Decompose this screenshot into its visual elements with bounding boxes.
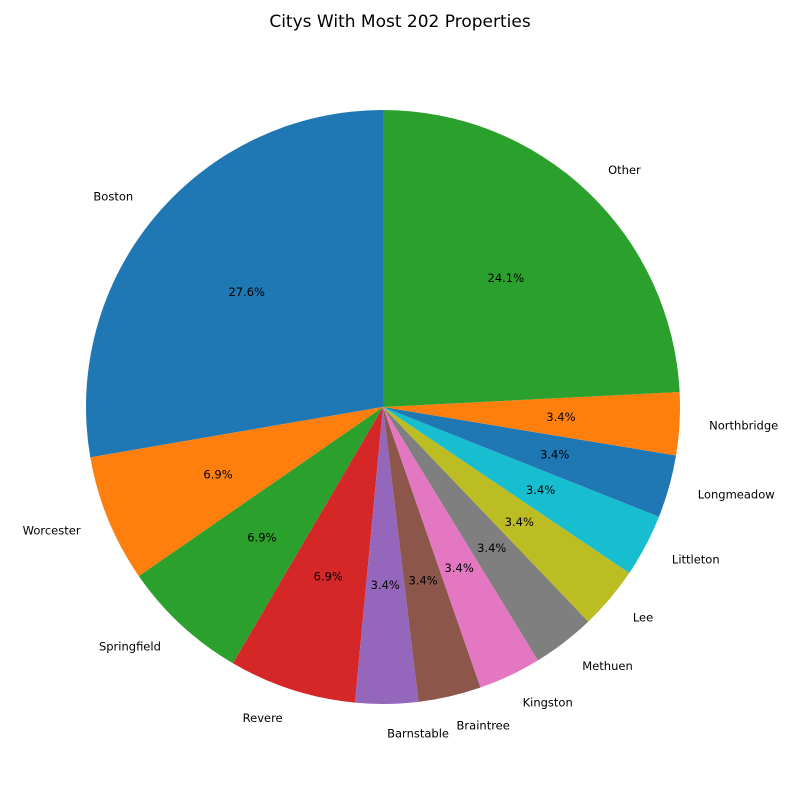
slice-label-lee: Lee: [633, 611, 653, 625]
slice-percent-lee: 3.4%: [505, 515, 534, 529]
slice-percent-braintree: 3.4%: [409, 574, 438, 588]
slice-label-worcester: Worcester: [23, 524, 81, 538]
slice-label-springfield: Springfield: [99, 640, 161, 654]
pie-slice-longmeadow: [383, 407, 677, 517]
slice-percent-longmeadow: 3.4%: [540, 448, 569, 462]
slice-percent-methuen: 3.4%: [477, 541, 506, 555]
pie-slice-kingston: [383, 407, 538, 688]
slice-label-methuen: Methuen: [582, 659, 632, 673]
slice-percent-barnstable: 3.4%: [371, 578, 400, 592]
pie-slice-braintree: [383, 407, 481, 702]
pie-labels: Boston 27.6% Worcester 6.9% Springfield 6.9% R…: [23, 163, 779, 740]
slice-label-longmeadow: Longmeadow: [698, 488, 775, 502]
slice-label-revere: Revere: [243, 711, 283, 725]
slice-percent-boston: 27.6%: [228, 285, 265, 299]
slice-label-kingston: Kingston: [523, 695, 573, 709]
pie-slice-worcester: [90, 407, 383, 577]
chart-title: Citys With Most 202 Properties: [269, 12, 531, 32]
pie-slice-boston: [85, 110, 383, 458]
slice-percent-northbridge: 3.4%: [546, 410, 575, 424]
slice-label-other: Other: [608, 163, 641, 177]
pie-slice-springfield: [138, 407, 383, 664]
slice-percent-littleton: 3.4%: [526, 483, 555, 497]
slice-label-barnstable: Barnstable: [387, 727, 449, 741]
slice-percent-kingston: 3.4%: [445, 561, 474, 575]
pie-slice-lee: [383, 407, 630, 622]
slice-label-northbridge: Northbridge: [709, 419, 778, 433]
slice-label-braintree: Braintree: [457, 718, 510, 732]
slice-percent-revere: 6.9%: [314, 570, 343, 584]
slice-percent-springfield: 6.9%: [247, 531, 276, 545]
slice-percent-worcester: 6.9%: [203, 467, 232, 481]
slice-percent-other: 24.1%: [488, 271, 525, 285]
pie-slice-other: [383, 110, 680, 407]
pie-slice-littleton: [383, 407, 659, 573]
pie-slices: [85, 110, 680, 704]
slice-label-littleton: Littleton: [672, 553, 720, 567]
pie-slice-revere: [232, 407, 383, 703]
pie-slice-northbridge: [383, 392, 680, 456]
pie-slice-barnstable: [354, 407, 419, 704]
pie-slice-methuen: [383, 407, 589, 661]
slice-label-boston: Boston: [93, 189, 133, 203]
